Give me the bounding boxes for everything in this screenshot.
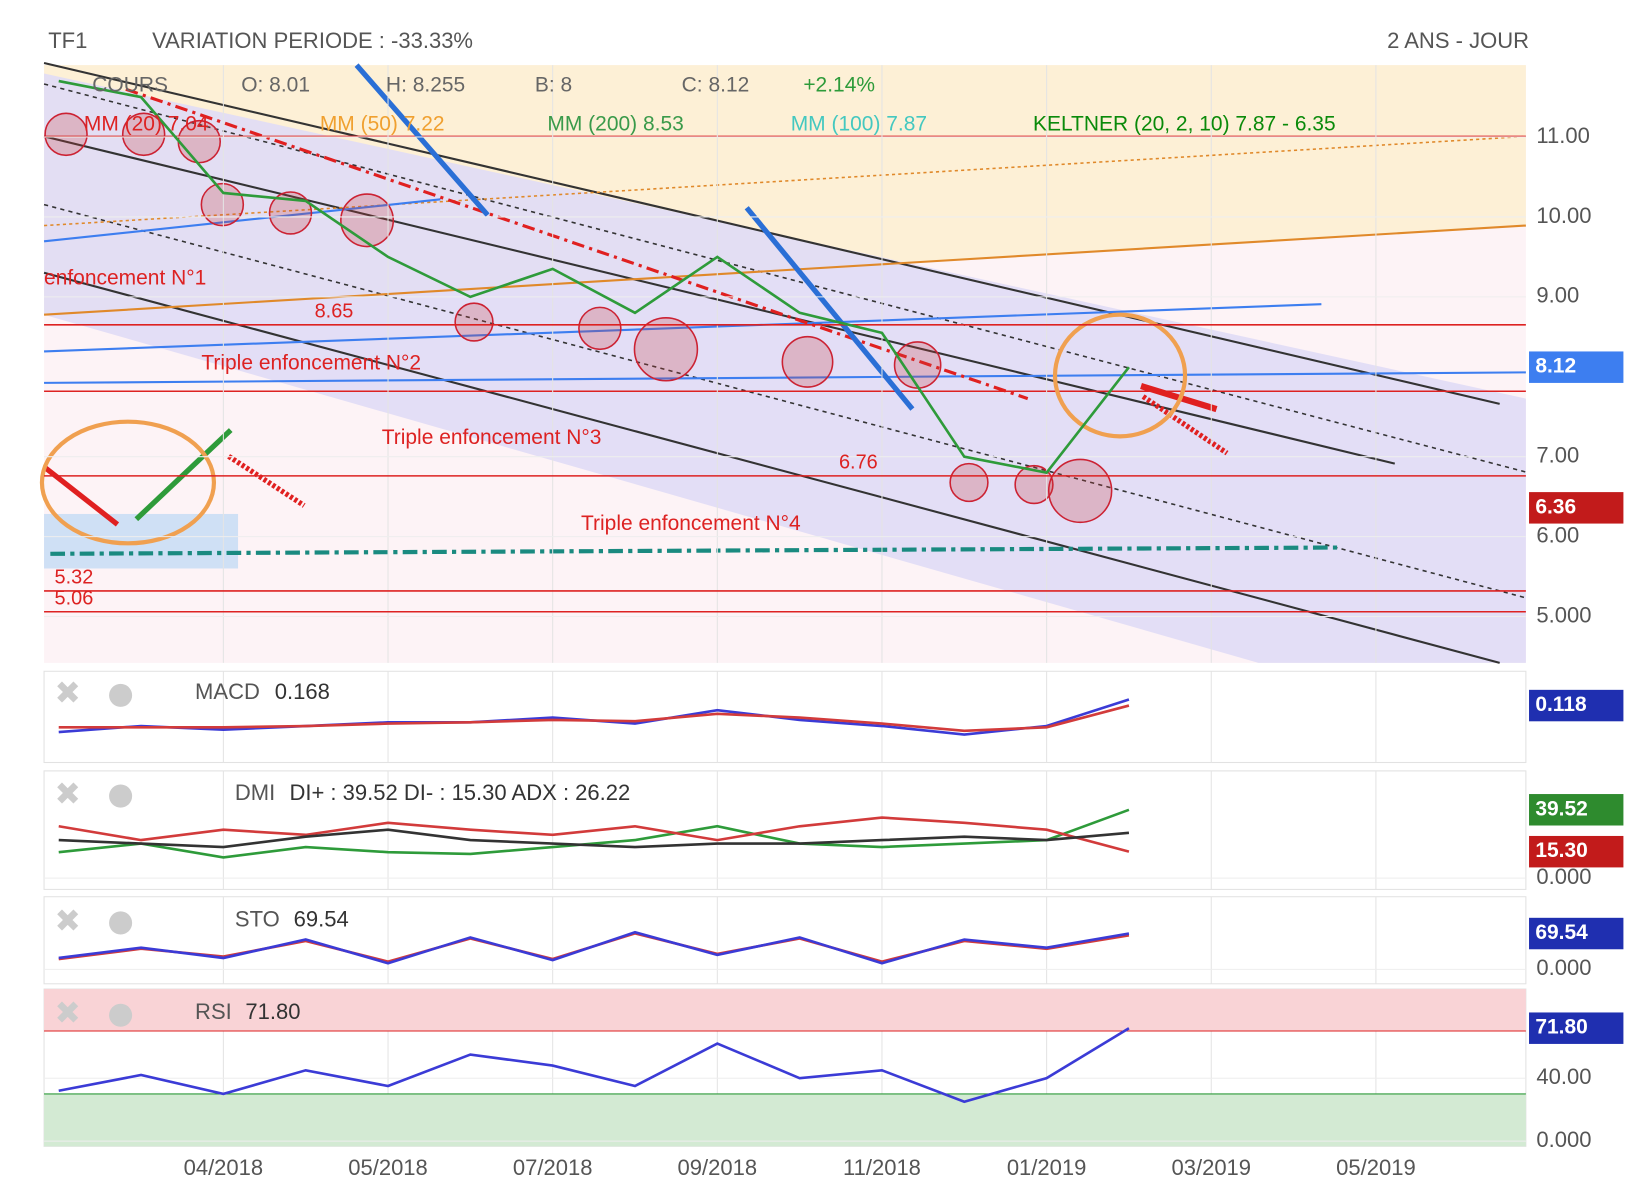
price-tag	[1529, 835, 1624, 868]
indicator-name: DMI	[235, 780, 275, 805]
y-tick-label: 0.000	[1536, 955, 1591, 980]
legend: COURS O: 8.01 H: 8.255 B: 8 C: 8.12 +2.1…	[84, 74, 1336, 136]
x-tick-label: 05/2018	[348, 1155, 428, 1180]
series-line	[58, 808, 1130, 859]
oversold-zone	[44, 1093, 1526, 1147]
y-tick-label: 6.00	[1536, 522, 1579, 547]
series-line	[58, 704, 1130, 733]
legend-entry: KELTNER (20, 2, 10) 7.87 - 6.35	[1033, 112, 1336, 135]
series-line	[58, 930, 1130, 965]
price-tag	[1529, 1012, 1624, 1044]
x-tick-label: 05/2019	[1336, 1155, 1416, 1180]
symbol: TF1	[48, 28, 87, 53]
x-tick-label: 04/2018	[184, 1155, 264, 1180]
main-background	[39, 61, 1527, 664]
y-tick-label: 0.000	[1536, 1127, 1591, 1152]
level-label: 6.76	[839, 452, 878, 474]
y-tick-label: 7.00	[1536, 443, 1579, 468]
series-line	[58, 698, 1130, 736]
settings-icon[interactable]	[109, 1003, 133, 1027]
close-icon[interactable]: ✖	[55, 676, 81, 711]
legend-entry: B: 8	[535, 74, 572, 97]
indicator-name: RSI	[195, 999, 232, 1024]
indicator-name: MACD	[195, 679, 260, 704]
plot-layer: 04/2018 05/2018 07/2018 09/2018 11/2018 01/20…	[44, 65, 1624, 1180]
legend-entry: COURS	[92, 74, 168, 97]
overbought-zone	[44, 989, 1526, 1032]
panel-icons: ✖ ✖ ✖ ✖	[55, 676, 133, 1031]
x-tick-label: 01/2019	[1007, 1155, 1087, 1180]
settings-icon[interactable]	[109, 911, 133, 935]
y-tick-label: 9.00	[1536, 283, 1579, 308]
annotation: enfoncement N°1	[44, 267, 206, 290]
legend-entry: MM (50) 7.22	[320, 112, 445, 135]
close-icon[interactable]: ✖	[55, 776, 81, 811]
price-tag-label: 6.36	[1535, 495, 1576, 518]
legend-entry: C: 8.12	[682, 74, 750, 97]
chart-title: VARIATION PERIODE : -33.33%	[152, 28, 473, 53]
close-icon[interactable]: ✖	[55, 996, 81, 1031]
price-tag	[1529, 689, 1624, 722]
settings-icon[interactable]	[109, 784, 133, 808]
level-label: 5.32	[55, 567, 94, 589]
x-tick-label: 07/2018	[513, 1155, 593, 1180]
series-line	[58, 1027, 1130, 1104]
price-tag-label: 69.54	[1535, 921, 1588, 944]
annotation: Triple enfoncement N°4	[581, 512, 801, 535]
legend-entry: MM (200) 8.53	[547, 112, 683, 135]
legend-entry: +2.14%	[803, 74, 875, 97]
legend-entry: H: 8.255	[386, 74, 465, 97]
indicator-value: 71.80	[245, 999, 300, 1024]
level-label: 5.06	[55, 587, 94, 609]
y-tick-label: 5.000	[1536, 602, 1591, 627]
settings-icon[interactable]	[109, 683, 133, 707]
price-tag-label: 71.80	[1535, 1016, 1587, 1039]
price-tag-label: 15.30	[1535, 839, 1587, 862]
level-label: 8.65	[315, 301, 354, 323]
price-tag-label: 0.118	[1535, 693, 1587, 716]
price-tag	[1529, 917, 1624, 950]
x-tick-label: 09/2018	[678, 1155, 758, 1180]
x-tick-label: 03/2019	[1171, 1155, 1251, 1180]
close-icon[interactable]: ✖	[55, 903, 81, 938]
y-tick-label: 10.00	[1536, 203, 1591, 228]
price-tag	[1529, 351, 1624, 383]
indicator-value: 69.54	[294, 907, 349, 932]
legend-entry: MM (100) 7.87	[791, 112, 927, 135]
indicator-name: STO	[235, 907, 280, 932]
price-tag-label: 39.52	[1535, 797, 1587, 820]
y-tick-label: 0.000	[1536, 864, 1591, 889]
legend-entry: O: 8.01	[241, 74, 310, 97]
period: 2 ANS - JOUR	[1387, 28, 1529, 53]
y-tick-label: 11.00	[1536, 123, 1589, 148]
price-tag	[1529, 794, 1624, 826]
legend-entry: MM (20) 7.04	[84, 112, 209, 135]
series-line	[58, 828, 1130, 849]
price-tag-label: 8.12	[1535, 355, 1576, 378]
y-tick-label: 40.00	[1536, 1064, 1591, 1089]
annotation: Triple enfoncement N°2	[201, 352, 421, 375]
price-tag	[1529, 492, 1624, 524]
indicator-value: DI+ : 39.52 DI- : 15.30 ADX : 26.22	[289, 780, 630, 805]
annotation: Triple enfoncement N°3	[382, 426, 602, 449]
series-line	[58, 79, 1130, 475]
indicator-value: 0.168	[275, 679, 330, 704]
series-line	[58, 816, 1130, 853]
x-tick-label: 11/2018	[843, 1155, 921, 1180]
